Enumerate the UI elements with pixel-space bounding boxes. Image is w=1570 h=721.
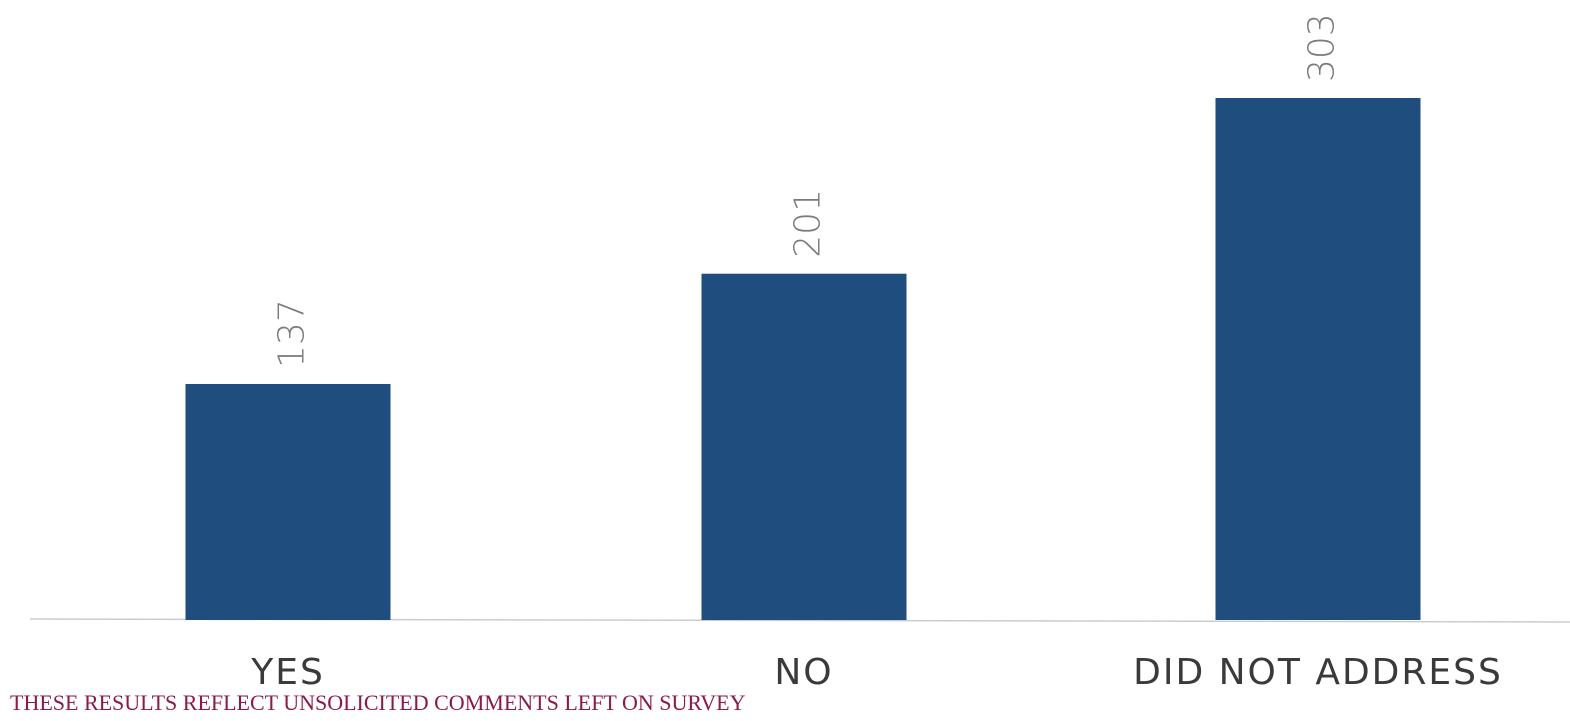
bar-did-not-address xyxy=(1215,98,1421,620)
value-label-no: 201 xyxy=(788,189,829,258)
category-label-did-not-address: DID NOT ADDRESS xyxy=(1133,652,1503,693)
value-label-did-not-address: 303 xyxy=(1302,13,1343,82)
value-label-yes: 137 xyxy=(272,299,313,368)
category-label-no: NO xyxy=(774,652,833,693)
labels-layer: 137 YES 201 NO 303 DID NOT ADDRESS xyxy=(250,13,1503,693)
footnote: THESE RESULTS REFLECT UNSOLICITED COMMEN… xyxy=(10,690,746,715)
category-label-yes: YES xyxy=(250,652,325,693)
bar-yes xyxy=(185,383,391,620)
bar-no xyxy=(701,273,907,620)
bars-layer xyxy=(185,98,1421,620)
